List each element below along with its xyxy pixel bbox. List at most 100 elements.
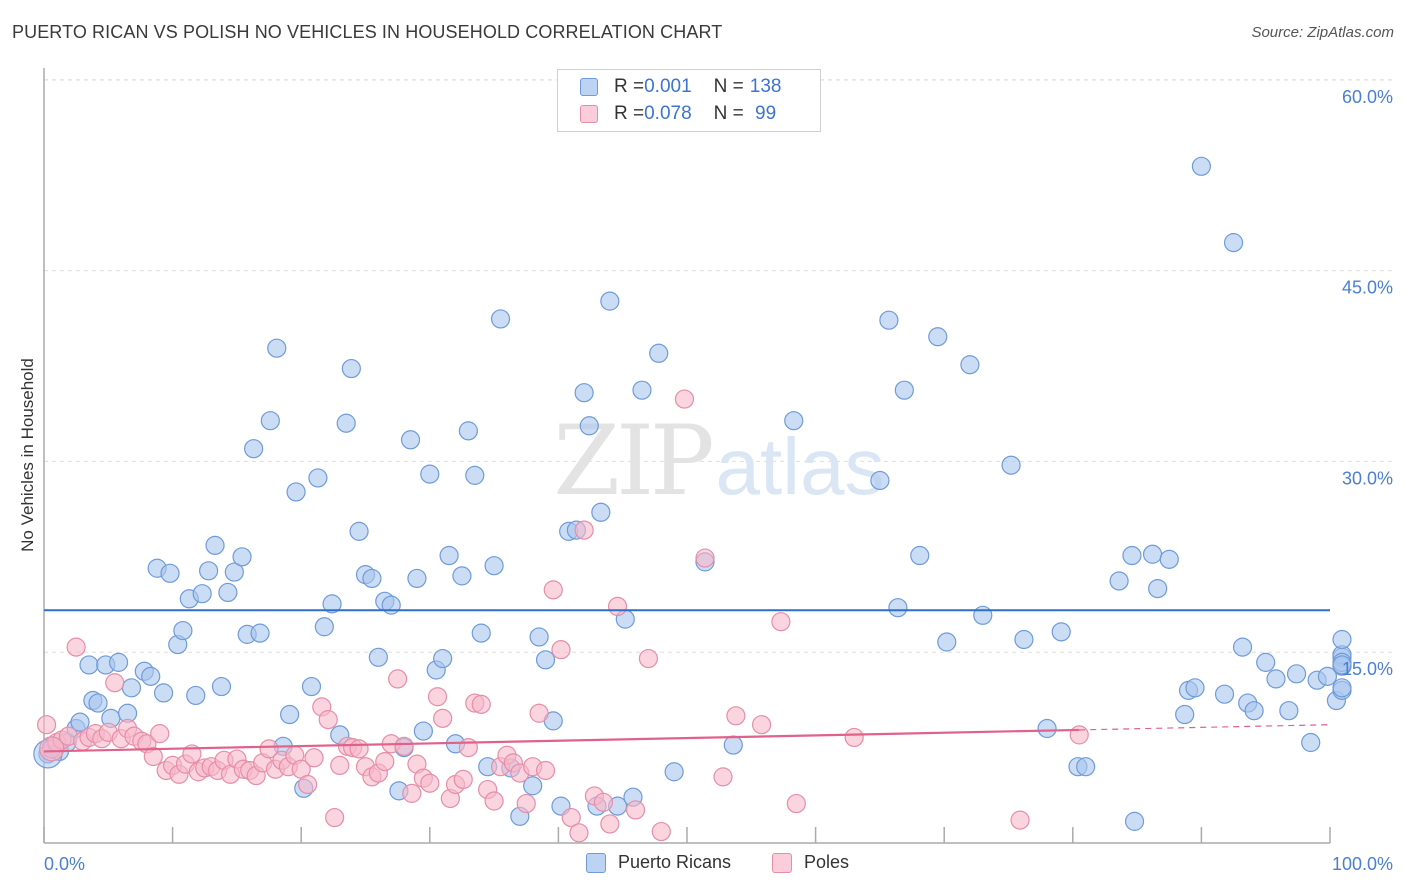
- legend-item-poles[interactable]: Poles: [772, 852, 849, 873]
- point-poles: [574, 520, 594, 540]
- point-puerto-ricans: [632, 380, 652, 400]
- point-puerto-ricans: [267, 338, 287, 358]
- point-puerto-ricans: [535, 650, 556, 670]
- point-puerto-ricans: [108, 652, 129, 672]
- point-puerto-ricans: [301, 676, 322, 697]
- legend-n-label: N =: [713, 103, 744, 124]
- point-puerto-ricans: [910, 545, 930, 566]
- point-puerto-ricans: [1223, 233, 1244, 253]
- series-poles: [36, 389, 1089, 843]
- point-poles: [150, 724, 170, 744]
- point-poles: [726, 706, 746, 726]
- point-poles: [535, 760, 556, 781]
- point-poles: [607, 596, 628, 617]
- legend-r-label: R =: [614, 76, 645, 97]
- point-puerto-ricans: [420, 464, 440, 484]
- point-poles: [394, 736, 414, 756]
- point-poles: [143, 746, 163, 767]
- point-puerto-ricans: [870, 470, 890, 491]
- point-poles: [786, 793, 806, 814]
- point-poles: [638, 648, 659, 669]
- point-puerto-ricans: [1175, 704, 1195, 725]
- point-puerto-ricans: [1185, 678, 1205, 698]
- point-puerto-ricans: [928, 327, 948, 347]
- point-puerto-ricans: [1076, 757, 1096, 777]
- point-puerto-ricans: [937, 632, 957, 652]
- legend-item-puerto-ricans[interactable]: Puerto Ricans: [586, 852, 731, 873]
- legend-swatch-blue: [586, 852, 606, 873]
- point-puerto-ricans: [199, 561, 219, 581]
- legend-swatch-blue: [580, 78, 598, 96]
- point-puerto-ricans: [600, 291, 620, 311]
- point-puerto-ricans: [458, 421, 478, 441]
- point-puerto-ricans: [413, 721, 433, 741]
- point-puerto-ricans: [1232, 637, 1253, 657]
- point-puerto-ricans: [186, 685, 206, 706]
- point-puerto-ricans: [1122, 545, 1142, 566]
- point-puerto-ricans: [232, 547, 252, 567]
- point-poles: [453, 769, 473, 790]
- point-poles: [259, 739, 279, 759]
- point-puerto-ricans: [244, 439, 264, 459]
- point-puerto-ricans: [70, 712, 90, 732]
- point-poles: [298, 774, 318, 795]
- point-puerto-ricans: [1051, 622, 1071, 642]
- point-puerto-ricans: [1244, 701, 1264, 721]
- point-poles: [713, 767, 733, 787]
- point-puerto-ricans: [341, 358, 361, 379]
- point-puerto-ricans: [173, 620, 193, 641]
- point-puerto-ricans: [484, 556, 504, 576]
- point-puerto-ricans: [960, 355, 980, 375]
- point-poles: [420, 773, 440, 793]
- point-poles: [458, 737, 478, 758]
- x-tick-labels: 0.0% 100.0%: [44, 854, 1393, 874]
- point-poles: [516, 793, 536, 814]
- point-poles: [1010, 810, 1030, 830]
- legend-swatch-pink: [580, 105, 598, 123]
- point-puerto-ricans: [1332, 629, 1352, 650]
- point-puerto-ricans: [1332, 655, 1352, 675]
- point-puerto-ricans: [591, 502, 611, 522]
- point-puerto-ricans: [381, 595, 401, 615]
- point-puerto-ricans: [529, 627, 549, 647]
- point-puerto-ricans: [1159, 549, 1179, 569]
- point-puerto-ricans: [1332, 678, 1352, 698]
- point-puerto-ricans: [1317, 666, 1338, 686]
- source-label: Source: ZipAtlas.com: [1251, 24, 1394, 41]
- point-poles: [484, 791, 504, 811]
- point-puerto-ricans: [433, 648, 453, 669]
- point-poles: [375, 751, 395, 772]
- legend-label-puerto-ricans: Puerto Ricans: [618, 852, 732, 872]
- point-puerto-ricans: [153, 683, 174, 703]
- point-puerto-ricans: [1001, 455, 1021, 475]
- point-puerto-ricans: [1286, 664, 1307, 684]
- point-puerto-ricans: [579, 416, 599, 436]
- point-puerto-ricans: [314, 617, 334, 637]
- point-puerto-ricans: [574, 383, 594, 403]
- point-poles: [304, 748, 324, 768]
- point-puerto-ricans: [1214, 684, 1235, 704]
- legend-n-label: N =: [713, 76, 744, 97]
- point-poles: [39, 736, 65, 762]
- point-puerto-ricans: [336, 413, 356, 433]
- point-puerto-ricans: [224, 562, 244, 582]
- point-puerto-ricans: [88, 693, 108, 713]
- y-tick-label: 45.0%: [1342, 278, 1393, 298]
- point-puerto-ricans: [362, 568, 382, 589]
- legend-r-label: R =: [614, 103, 645, 124]
- point-puerto-ricans: [349, 521, 369, 541]
- point-puerto-ricans: [664, 762, 684, 782]
- point-puerto-ricans: [973, 605, 993, 625]
- point-puerto-ricans: [1256, 652, 1276, 672]
- point-puerto-ricans: [1142, 544, 1163, 564]
- legend-swatch-pink: [772, 852, 792, 873]
- point-puerto-ricans: [1037, 718, 1057, 739]
- point-puerto-ricans: [407, 568, 427, 589]
- legend-r-value: 0.078: [644, 103, 692, 124]
- x-tick-label: 100.0%: [1332, 854, 1393, 874]
- point-puerto-ricans: [888, 598, 908, 618]
- point-puerto-ricans: [490, 309, 511, 329]
- watermark: ZIP atlas: [553, 405, 884, 517]
- y-tick-label: 30.0%: [1342, 468, 1393, 488]
